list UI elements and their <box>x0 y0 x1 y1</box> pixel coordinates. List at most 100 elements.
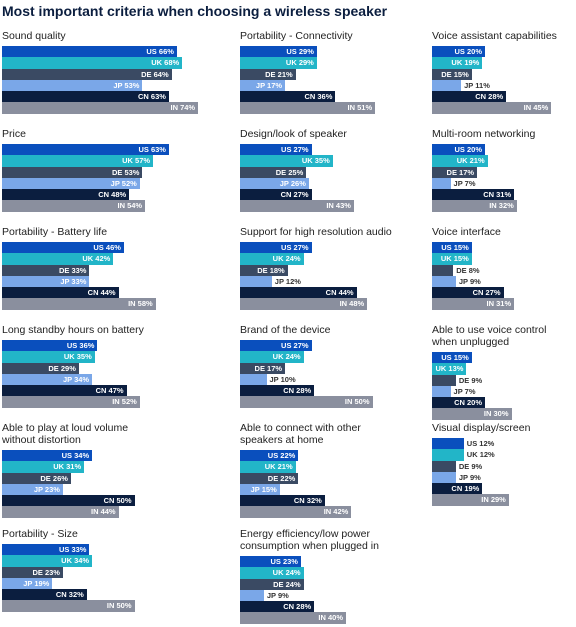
value-label: US 33% <box>58 545 87 554</box>
value-label: CN 36% <box>304 92 333 102</box>
value-label: JP 9% <box>458 472 481 482</box>
value-label: DE 53% <box>111 167 140 177</box>
value-label: US 66% <box>146 47 174 56</box>
value-label: IN 43% <box>326 201 351 211</box>
value-label: UK 57% <box>122 156 151 166</box>
bar <box>432 471 456 484</box>
bar-row: JP 7% <box>432 385 576 398</box>
value-label: IN 42% <box>323 507 349 517</box>
value-label: CN 63% <box>138 92 166 102</box>
value-label: UK 19% <box>451 58 480 68</box>
chart-panel: Visual display/screen US 12% UK 12% DE 9% JP… <box>432 422 576 506</box>
bar-row: DE 22% <box>240 472 420 484</box>
value-label: JP 9% <box>266 590 289 600</box>
value-label: CN 20% <box>454 398 482 408</box>
bar-row: US 23% <box>240 556 420 568</box>
bar <box>240 556 301 568</box>
bar-row: CN 28% <box>240 385 420 397</box>
bar-row: DE 18% <box>240 264 420 276</box>
bar <box>240 57 317 69</box>
value-label: DE 9% <box>458 375 483 385</box>
bar-row: JP 15% <box>240 483 420 496</box>
bar-row: CN 27% <box>432 287 576 299</box>
bar-row: IN 31% <box>432 298 576 310</box>
value-label: CN 47% <box>95 386 124 396</box>
bar <box>240 578 304 590</box>
bar-row: UK 21% <box>240 461 420 473</box>
bar-row: IN 45% <box>432 102 576 114</box>
bar-row: CN 28% <box>240 601 420 613</box>
value-label: IN 40% <box>318 613 343 623</box>
value-label: JP 23% <box>33 484 60 494</box>
value-label: JP 52% <box>110 178 137 188</box>
bar <box>240 483 280 496</box>
chart-title: Portability - Battery life <box>2 226 108 238</box>
bar <box>432 189 515 201</box>
value-label: IN 50% <box>106 601 132 611</box>
bar-row: CN 32% <box>2 589 182 601</box>
bar <box>432 200 517 212</box>
bar-row: US 46% <box>2 242 182 254</box>
bar-row: CN 28% <box>432 91 576 103</box>
bar-row: IN 48% <box>240 298 420 310</box>
bar-row: JP 9% <box>432 275 576 288</box>
value-label: US 12% <box>466 439 495 448</box>
bar-row: CN 36% <box>240 91 420 103</box>
bar <box>240 102 376 114</box>
value-label: IN 51% <box>347 103 373 113</box>
bar-row: DE 53% <box>2 166 182 178</box>
value-label: CN 32% <box>293 496 322 506</box>
value-label: US 27% <box>281 341 309 350</box>
bar <box>240 461 296 473</box>
bar-row: CN 27% <box>240 189 420 201</box>
bar-row: DE 23% <box>2 566 182 578</box>
bar <box>2 544 90 556</box>
value-label: IN 74% <box>170 103 196 113</box>
value-label: UK 12% <box>466 450 495 460</box>
bar <box>2 362 79 374</box>
bar <box>2 495 135 507</box>
bar <box>2 253 114 265</box>
bar <box>2 102 199 114</box>
value-label: CN 28% <box>475 92 504 102</box>
bar-row: DE 9% <box>432 374 576 386</box>
bar <box>432 253 472 265</box>
bar-row: UK 15% <box>432 253 576 265</box>
bar-row: JP 23% <box>2 483 182 496</box>
bar <box>2 351 95 363</box>
bar-row: UK 13% <box>432 363 576 375</box>
chart-title: Voice assistant capabilities <box>432 30 557 42</box>
bar <box>432 438 464 450</box>
value-label: US 46% <box>93 243 121 252</box>
bar-row: JP 26% <box>240 177 420 190</box>
bar-row: CN 31% <box>432 189 576 201</box>
bar <box>432 397 485 409</box>
bar-row: UK 68% <box>2 57 183 69</box>
bar-row: US 33% <box>2 544 182 556</box>
bar <box>432 46 485 58</box>
value-label: US 27% <box>281 145 309 154</box>
bar <box>432 102 552 114</box>
value-label: CN 19% <box>451 484 480 494</box>
bar-row: JP 9% <box>432 471 576 484</box>
bar-row: IN 52% <box>2 396 182 408</box>
bar <box>240 79 286 92</box>
chart-title: Multi-room networking <box>432 128 536 140</box>
bar <box>2 340 98 352</box>
bar-row: JP 19% <box>2 577 182 590</box>
value-label: CN 32% <box>55 590 84 600</box>
bar <box>240 264 288 276</box>
bar-row: IN 42% <box>240 506 420 518</box>
bar <box>2 461 85 473</box>
bar-row: CN 32% <box>240 495 420 507</box>
chart-title: Long standby hours on battery <box>2 324 144 336</box>
bar <box>240 200 354 212</box>
chart-panel: Multi-room networking US 20% UK 21% DE 17% J… <box>432 128 576 212</box>
bar <box>2 91 169 103</box>
bar-row: IN 50% <box>2 600 182 612</box>
bar-row: US 27% <box>240 340 420 352</box>
bar <box>2 144 169 156</box>
bar <box>2 68 172 80</box>
bar-row: JP 17% <box>240 79 420 92</box>
bar <box>2 450 93 462</box>
